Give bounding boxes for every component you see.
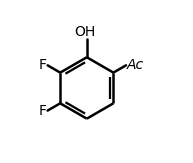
Text: OH: OH [74,25,96,39]
Text: F: F [39,104,47,118]
Text: Ac: Ac [127,58,144,72]
Text: F: F [39,58,47,72]
